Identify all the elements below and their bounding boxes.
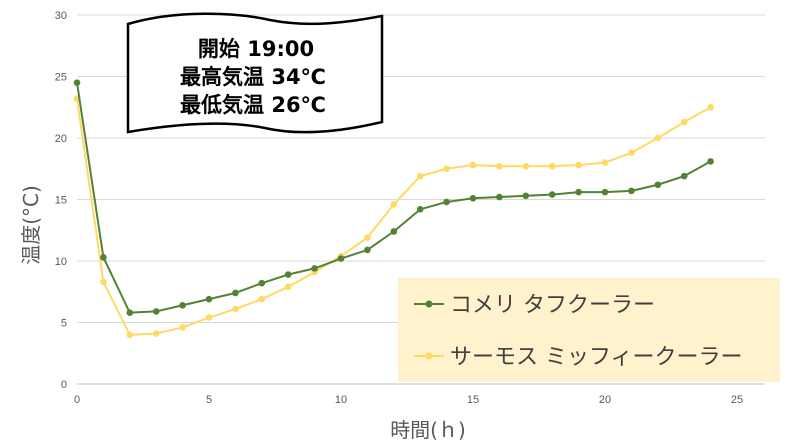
data-point	[100, 254, 107, 261]
y-axis-title: 温度(°C)	[19, 185, 43, 265]
data-point	[258, 295, 266, 303]
y-tick-label: 15	[55, 195, 67, 207]
x-tick-label: 15	[467, 394, 479, 406]
data-point	[548, 191, 556, 198]
y-tick-label: 20	[55, 133, 67, 145]
data-point	[575, 161, 582, 169]
x-tick-label: 0	[74, 394, 80, 406]
series-thermos	[73, 95, 714, 339]
data-point	[601, 159, 609, 166]
data-point	[232, 305, 239, 313]
data-point	[73, 79, 81, 86]
data-point	[126, 331, 134, 339]
data-point	[416, 172, 424, 180]
data-point	[496, 162, 503, 170]
data-point	[522, 162, 530, 170]
x-tick-label: 5	[206, 394, 212, 406]
y-tick-label: 30	[55, 10, 67, 22]
series-layer	[73, 79, 714, 339]
data-point	[443, 165, 450, 173]
data-point	[469, 161, 477, 169]
banner-flag-shape	[126, 12, 384, 134]
data-point	[337, 255, 345, 262]
data-point	[707, 103, 714, 111]
data-point	[152, 308, 160, 315]
data-point	[126, 309, 134, 316]
data-point	[311, 265, 318, 272]
x-tick-label: 10	[335, 394, 347, 406]
x-tick-label: 20	[599, 394, 611, 406]
x-tick-labels: 0 5 10 15 20 25	[74, 394, 743, 406]
banner-line-1: 開始 19:00	[198, 37, 314, 61]
data-point	[628, 187, 635, 195]
y-tick-label: 5	[61, 318, 67, 330]
data-point	[100, 278, 107, 286]
data-point	[680, 118, 688, 126]
banner-line-3: 最低気温 26℃	[180, 93, 326, 117]
series-komeri	[73, 79, 714, 316]
data-point	[390, 228, 398, 235]
data-point	[390, 201, 398, 208]
data-point	[416, 206, 424, 213]
legend-label-thermos: サーモス ミッフィークーラー	[450, 345, 743, 370]
y-tick-label: 10	[55, 256, 67, 268]
y-tick-labels: 0 5 10 15 20 25 30	[55, 10, 67, 391]
legend-swatch-marker-komeri	[425, 300, 433, 308]
y-tick-label: 25	[55, 72, 67, 84]
data-point	[654, 134, 662, 142]
data-point	[205, 314, 213, 321]
data-point	[680, 172, 688, 180]
y-tick-label: 0	[61, 379, 67, 391]
data-point	[469, 194, 477, 202]
data-point	[179, 324, 186, 331]
legend: コメリ タフクーラー サーモス ミッフィークーラー	[398, 278, 780, 382]
data-point	[522, 192, 530, 200]
data-point	[654, 181, 662, 189]
legend-label-komeri: コメリ タフクーラー	[450, 293, 655, 318]
x-axis-title: 時間(ｈ)	[390, 418, 466, 442]
data-point	[628, 149, 635, 157]
data-point	[496, 193, 503, 201]
data-point	[364, 234, 371, 241]
data-point	[601, 188, 609, 196]
data-point	[258, 279, 266, 287]
data-point	[152, 330, 160, 337]
data-point	[707, 158, 714, 165]
data-point	[205, 295, 213, 303]
data-point	[232, 289, 239, 297]
banner-line-2: 最高気温 34℃	[180, 65, 326, 89]
data-point	[575, 188, 582, 196]
data-point	[179, 301, 186, 309]
data-point	[443, 198, 450, 206]
data-point	[548, 162, 556, 170]
legend-swatch-marker-thermos	[425, 352, 433, 360]
legend-background	[398, 278, 780, 382]
data-point	[284, 283, 292, 291]
data-point	[284, 271, 292, 278]
info-banner: 開始 19:00 最高気温 34℃ 最低気温 26℃	[126, 12, 384, 134]
data-point	[364, 246, 371, 254]
x-tick-label: 25	[731, 394, 743, 406]
